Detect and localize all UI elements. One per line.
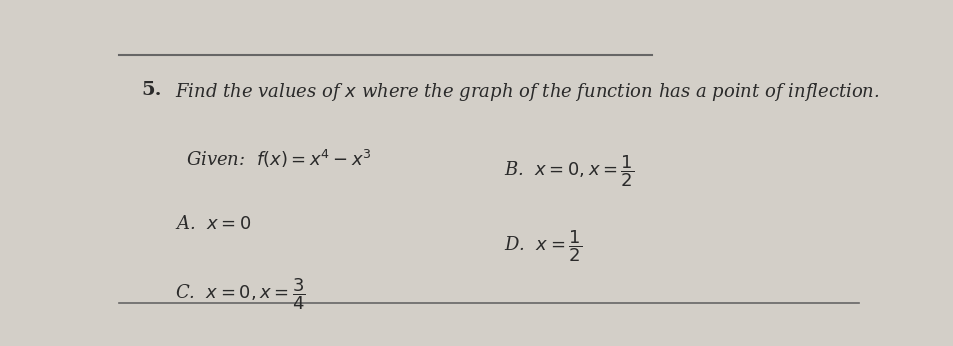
Text: A.  $x = 0$: A. $x = 0$ bbox=[174, 215, 251, 233]
Text: Given:  $f(x) = x^4 - x^3$: Given: $f(x) = x^4 - x^3$ bbox=[186, 148, 371, 170]
Text: Find the values of $\it{x}$ where the graph of the function has a point of infle: Find the values of $\it{x}$ where the gr… bbox=[174, 82, 879, 103]
Text: 5.: 5. bbox=[141, 82, 162, 100]
Text: D.  $x = \dfrac{1}{2}$: D. $x = \dfrac{1}{2}$ bbox=[503, 228, 581, 264]
Text: C.  $x = 0, x = \dfrac{3}{4}$: C. $x = 0, x = \dfrac{3}{4}$ bbox=[174, 276, 305, 312]
Text: B.  $x = 0, x = \dfrac{1}{2}$: B. $x = 0, x = \dfrac{1}{2}$ bbox=[503, 153, 634, 189]
